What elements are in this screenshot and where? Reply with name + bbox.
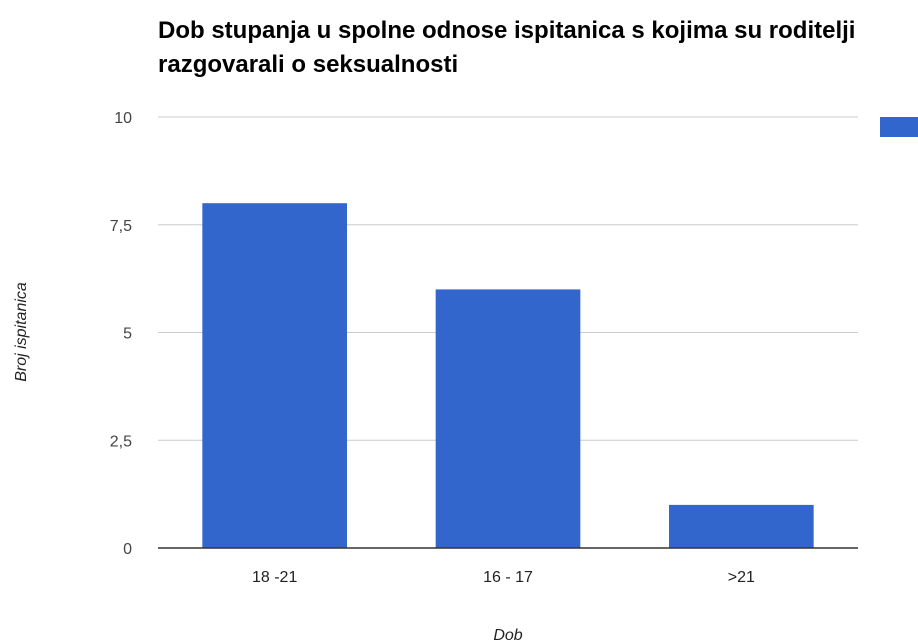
y-tick-label: 0: [123, 541, 132, 558]
y-tick-label: 2,5: [110, 433, 132, 450]
bar: [669, 504, 814, 548]
chart-title: Dob stupanja u spolne odnose ispitanica …: [158, 17, 856, 78]
y-tick-label: 7,5: [110, 218, 132, 235]
y-axis-title: Broj ispitanica: [13, 282, 30, 382]
y-tick-label: 10: [114, 110, 132, 127]
x-tick-label: >21: [728, 569, 755, 586]
y-tick-label: 5: [123, 326, 132, 343]
y-axis-ticks: 0 2,5 5 7,5 10: [110, 110, 132, 558]
x-tick-label: 16 - 17: [483, 569, 533, 586]
x-axis-title: Dob: [493, 627, 522, 643]
bars: [202, 203, 814, 548]
bar: [435, 289, 581, 548]
legend-swatch: [880, 117, 918, 137]
x-tick-label: 18 -21: [252, 569, 297, 586]
x-axis-ticks: 18 -21 16 - 17 >21: [252, 569, 755, 586]
bar: [202, 203, 347, 548]
